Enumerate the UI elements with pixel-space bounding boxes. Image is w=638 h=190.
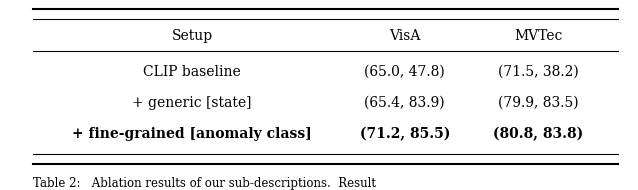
Text: + fine-grained [anomaly class]: + fine-grained [anomaly class] [72, 127, 312, 141]
Text: (79.9, 83.5): (79.9, 83.5) [498, 96, 579, 110]
Text: (71.2, 85.5): (71.2, 85.5) [360, 127, 450, 141]
Text: (80.8, 83.8): (80.8, 83.8) [493, 127, 583, 141]
Text: (65.4, 83.9): (65.4, 83.9) [364, 96, 445, 110]
Text: Table 2:   Ablation results of our sub-descriptions.  Result: Table 2: Ablation results of our sub-des… [33, 177, 376, 190]
Text: + generic [state]: + generic [state] [132, 96, 252, 110]
Text: (65.0, 47.8): (65.0, 47.8) [364, 65, 445, 78]
Text: Setup: Setup [172, 29, 212, 43]
Text: (71.5, 38.2): (71.5, 38.2) [498, 65, 579, 78]
Text: MVTec: MVTec [514, 29, 562, 43]
Text: CLIP baseline: CLIP baseline [143, 65, 241, 78]
Text: VisA: VisA [389, 29, 420, 43]
